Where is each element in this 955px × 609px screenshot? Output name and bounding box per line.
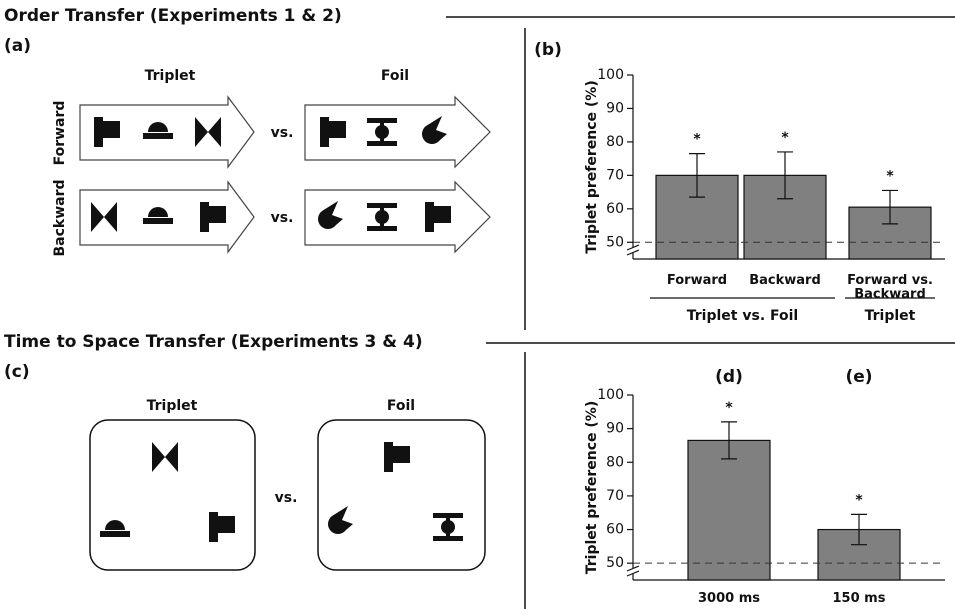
- group-label: Triplet vs. Foil: [687, 308, 798, 324]
- y-tick-label: 80: [606, 134, 624, 150]
- column-label: Triplet: [145, 68, 196, 84]
- y-tick-label: 100: [597, 387, 624, 403]
- y-tick-label: 70: [606, 167, 624, 183]
- panel-label: (a): [4, 36, 31, 56]
- y-axis-label: Triplet preference (%): [584, 401, 600, 574]
- heading: Order Transfer (Experiments 1 & 2): [4, 6, 342, 26]
- x-tick-label: Forward: [649, 274, 745, 288]
- significance-marker: *: [781, 130, 789, 146]
- significance-marker: *: [886, 168, 894, 184]
- y-tick-label: 90: [606, 421, 624, 437]
- versus: vs.: [275, 490, 298, 506]
- y-tick-label: 100: [597, 67, 624, 83]
- panel-label: (c): [4, 362, 30, 382]
- y-tick-label: 70: [606, 488, 624, 504]
- bar: [688, 440, 770, 580]
- significance-marker: *: [693, 132, 701, 148]
- y-tick-label: 60: [606, 522, 624, 538]
- panel-label: (d): [715, 367, 743, 387]
- panel-label: (b): [534, 40, 562, 60]
- column-label: Triplet: [147, 398, 198, 414]
- x-tick-label: 150 ms: [811, 592, 907, 606]
- versus: vs.: [271, 210, 294, 226]
- x-tick-label: 3000 ms: [681, 592, 777, 606]
- display-box: [318, 420, 485, 570]
- panel-label: (e): [845, 367, 872, 387]
- y-tick-label: 50: [606, 234, 624, 250]
- figure: Order Transfer (Experiments 1 & 2) Time …: [0, 0, 955, 609]
- y-tick-label: 90: [606, 100, 624, 116]
- y-tick-label: 60: [606, 201, 624, 217]
- column-label: Foil: [381, 68, 409, 84]
- column-label: Foil: [387, 398, 415, 414]
- x-tick-label: Forward vs. Backward: [842, 274, 938, 302]
- figure-canvas: Order Transfer (Experiments 1 & 2) Time …: [0, 0, 955, 609]
- y-tick-label: 80: [606, 454, 624, 470]
- significance-marker: *: [725, 400, 733, 416]
- x-tick-label: Backward: [737, 274, 833, 288]
- significance-marker: *: [855, 492, 863, 508]
- y-tick-label: 50: [606, 555, 624, 571]
- group-label: Triplet: [865, 308, 916, 324]
- versus: vs.: [271, 125, 294, 141]
- y-axis-label: Triplet preference (%): [584, 80, 600, 253]
- row-label: Forward: [52, 101, 68, 166]
- row-label: Backward: [52, 179, 68, 256]
- heading: Time to Space Transfer (Experiments 3 & …: [4, 332, 423, 352]
- display-box: [90, 420, 255, 570]
